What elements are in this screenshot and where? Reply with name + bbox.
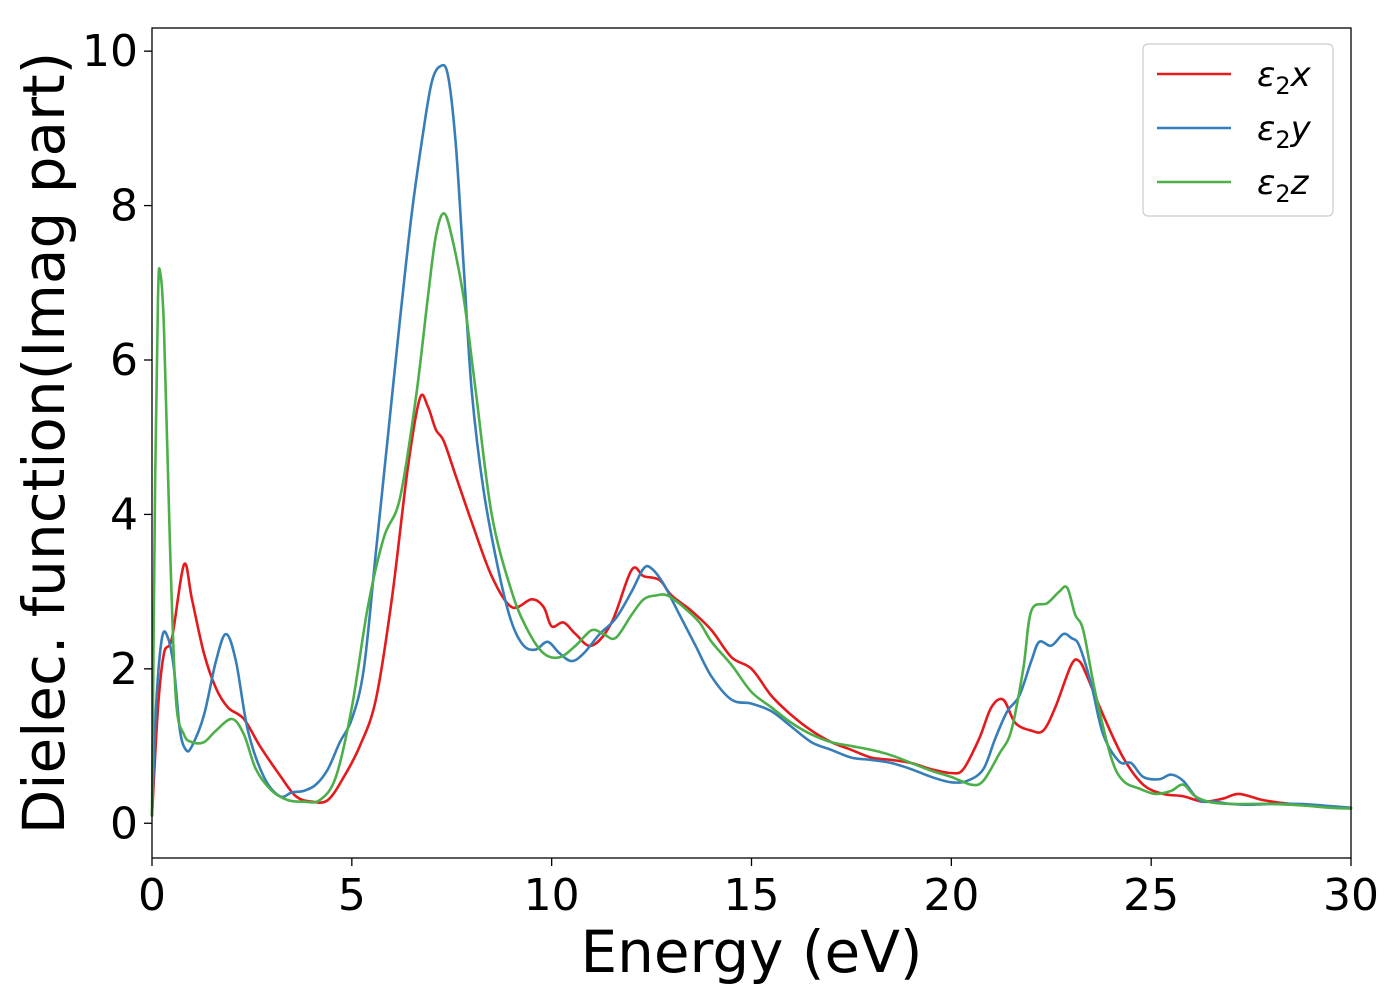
legend-label-x: ε2x: [1257, 55, 1312, 100]
y-axis-ticks: 0 2 4 6 8 10: [82, 26, 152, 849]
y-tick-label: 6: [110, 335, 138, 386]
x-tick-label: 0: [138, 870, 166, 921]
legend: ε2x ε2y ε2z: [1142, 43, 1334, 217]
y-axis-title: Dielec. function(Imag part): [10, 52, 78, 835]
plot-frame: [151, 27, 1352, 859]
x-tick-label: 30: [1323, 870, 1379, 921]
y-tick-label: 0: [110, 798, 138, 849]
x-tick-label: 10: [524, 870, 580, 921]
y-tick-label: 2: [110, 644, 138, 695]
legend-label-z: ε2z: [1257, 163, 1310, 208]
series-line-x: [150, 393, 1353, 817]
y-tick-label: 4: [110, 489, 138, 540]
y-tick-label: 8: [110, 181, 138, 232]
x-axis-title: Energy (eV): [580, 918, 922, 986]
legend-box: [1142, 43, 1334, 217]
series-layer: [150, 63, 1353, 817]
x-tick-label: 20: [923, 870, 979, 921]
legend-label-y: ε2y: [1257, 109, 1312, 154]
x-tick-label: 15: [724, 870, 780, 921]
y-tick-label: 10: [82, 26, 138, 77]
series-line-y: [150, 63, 1353, 817]
x-tick-label: 25: [1123, 870, 1179, 921]
x-tick-label: 5: [338, 870, 366, 921]
series-line-z: [150, 212, 1353, 817]
x-axis-ticks: 0 5 10 15 20 25 30: [138, 858, 1379, 921]
